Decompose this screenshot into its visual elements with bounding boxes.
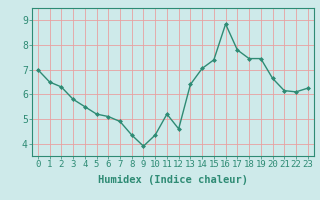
X-axis label: Humidex (Indice chaleur): Humidex (Indice chaleur) bbox=[98, 175, 248, 185]
